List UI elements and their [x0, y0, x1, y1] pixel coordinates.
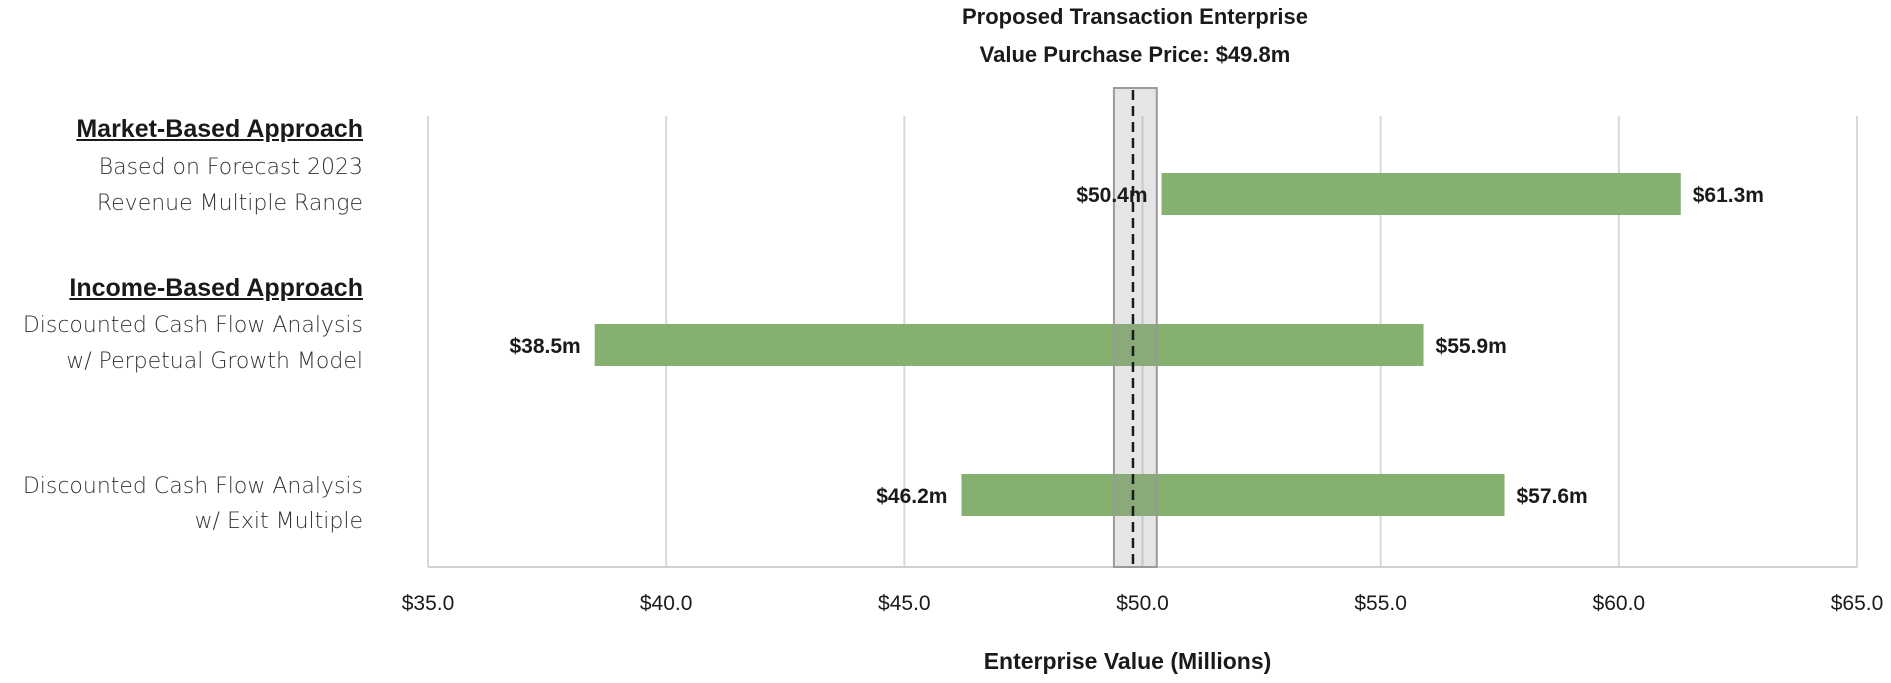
range-bar: [961, 474, 1505, 516]
category-label-line-1: Discounted Cash Flow Analysis: [22, 313, 363, 338]
x-axis-label: Enterprise Value (Millions): [983, 648, 1272, 674]
chart-title-line-2: Value Purchase Price: $49.8m: [979, 42, 1291, 67]
x-tick-label: $55.0: [1354, 592, 1407, 615]
low-value-label: $50.4m: [1076, 184, 1147, 207]
low-value-label: $38.5m: [509, 335, 580, 358]
chart-title-line-1: Proposed Transaction Enterprise: [962, 4, 1308, 29]
category-label-line-2: w/ Exit Multiple: [194, 509, 363, 534]
high-value-label: $57.6m: [1517, 485, 1588, 508]
range-bar: [1161, 173, 1681, 215]
chart-title: Proposed Transaction Enterprise Value Pu…: [830, 0, 1440, 74]
purchase-price-band: [1112, 87, 1158, 568]
category-label-line-2: Revenue Multiple Range: [96, 191, 363, 216]
category-group-heading: Market-Based Approach: [76, 115, 363, 143]
x-tick-label: $50.0: [1116, 592, 1169, 615]
x-tick-label: $60.0: [1593, 592, 1646, 615]
category-label-line-1: Discounted Cash Flow Analysis: [22, 474, 363, 499]
category-group-heading: Income-Based Approach: [69, 274, 363, 302]
category-label-line-1: Based on Forecast 2023: [98, 155, 363, 180]
x-tick-label: $35.0: [402, 592, 455, 615]
range-bar: [594, 324, 1424, 366]
low-value-label: $46.2m: [876, 485, 947, 508]
x-tick-label: $45.0: [878, 592, 931, 615]
category-label-line-2: w/ Perpetual Growth Model: [66, 349, 363, 374]
x-tick-label: $40.0: [640, 592, 693, 615]
high-value-label: $61.3m: [1693, 184, 1764, 207]
high-value-label: $55.9m: [1436, 335, 1507, 358]
x-tick-label: $65.0: [1831, 592, 1884, 615]
